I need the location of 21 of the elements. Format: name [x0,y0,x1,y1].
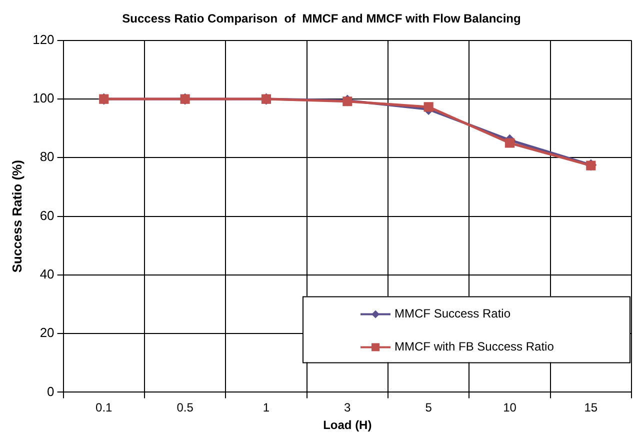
legend-label: MMCF Success Ratio [394,306,511,321]
x-tick-label: 1 [262,400,270,415]
legend-label: MMCF with FB Success Ratio [394,340,554,354]
y-tick-label: 120 [32,32,54,47]
x-tick-label: 15 [584,400,598,415]
y-tick-label: 100 [32,90,54,106]
point [424,102,434,112]
chart-title: Success Ratio Comparison of MMCF and MMCF with Flow Balancing [122,12,521,26]
y-tick-label: 60 [40,208,54,223]
y-tick-label: 80 [40,149,54,164]
y-tick-label: 40 [40,266,54,282]
y-tick-label: 0 [47,384,54,399]
point [504,138,515,148]
x-tick-label: 5 [425,400,432,415]
x-tick-label: 0.1 [96,400,113,415]
x-tick-label: 0.5 [176,400,194,415]
y-axis-title: Success Ratio (%) [9,160,24,273]
x-tick-label: 3 [344,400,352,415]
x-tick-label: 10 [503,400,517,415]
x-axis-title: Load (H) [323,418,372,432]
y-tick-label: 20 [40,325,54,340]
